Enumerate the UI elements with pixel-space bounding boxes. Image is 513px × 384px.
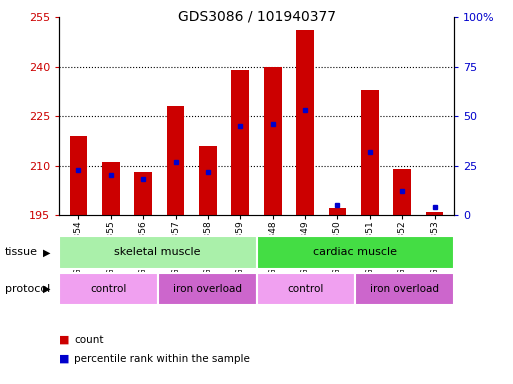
Text: ▶: ▶: [43, 284, 50, 294]
Bar: [70, 136, 87, 215]
Bar: [158, 273, 256, 305]
Text: ▶: ▶: [43, 247, 50, 258]
Text: ■: ■: [59, 354, 69, 364]
Text: control: control: [288, 284, 324, 294]
Text: control: control: [90, 284, 127, 294]
Text: count: count: [74, 335, 104, 345]
Bar: [426, 212, 443, 215]
Text: ■: ■: [59, 335, 69, 345]
Bar: [199, 146, 217, 215]
Text: iron overload: iron overload: [172, 284, 242, 294]
Bar: [264, 67, 282, 215]
Bar: [59, 273, 158, 305]
Text: GDS3086 / 101940377: GDS3086 / 101940377: [177, 10, 336, 23]
Text: iron overload: iron overload: [370, 284, 439, 294]
Bar: [256, 273, 355, 305]
Bar: [256, 236, 454, 269]
Text: tissue: tissue: [5, 247, 38, 258]
Bar: [134, 172, 152, 215]
Text: cardiac muscle: cardiac muscle: [313, 247, 397, 258]
Bar: [328, 209, 346, 215]
Bar: [167, 106, 185, 215]
Bar: [296, 30, 314, 215]
Bar: [231, 70, 249, 215]
Text: protocol: protocol: [5, 284, 50, 294]
Text: skeletal muscle: skeletal muscle: [114, 247, 201, 258]
Bar: [361, 90, 379, 215]
Bar: [59, 236, 256, 269]
Bar: [102, 162, 120, 215]
Bar: [355, 273, 454, 305]
Bar: [393, 169, 411, 215]
Text: percentile rank within the sample: percentile rank within the sample: [74, 354, 250, 364]
